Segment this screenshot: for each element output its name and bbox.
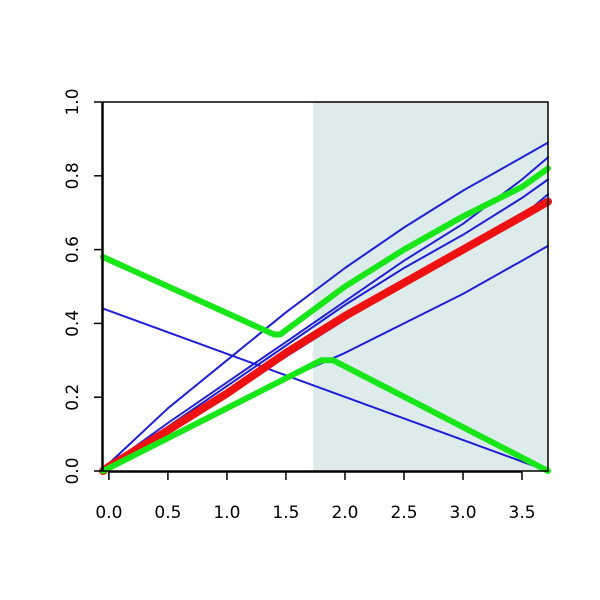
series-line-6	[102, 307, 549, 472]
y-tick-label: 0.8	[63, 162, 83, 189]
series-line-9	[100, 357, 551, 474]
y-tick-label: 1.0	[63, 88, 83, 115]
x-axis: 0.0 0.5 1.0 1.5 2.0 2.5 3.0 3.5	[95, 471, 536, 523]
x-tick-label: 0.0	[95, 503, 122, 523]
plot-frame	[102, 101, 549, 472]
x-tick-label: 1.5	[272, 503, 299, 523]
x-tick-label: 1.0	[213, 503, 240, 523]
x-tick-label: 0.5	[154, 503, 181, 523]
x-tick-label: 2.0	[331, 503, 358, 523]
series-line-7	[99, 197, 552, 475]
y-tick-label: 0.4	[63, 310, 83, 337]
x-tick-label: 3.5	[509, 503, 536, 523]
x-tick-label: 2.5	[390, 503, 417, 523]
y-axis: 0.0 0.2 0.4 0.6 0.8 1.0	[63, 88, 103, 485]
series-line-8	[100, 165, 551, 338]
plot-layer	[99, 101, 552, 475]
series-line-1	[102, 141, 549, 472]
y-tick-label: 0.0	[63, 457, 83, 484]
y-tick-label: 0.2	[63, 384, 83, 411]
x-tick-label: 3.0	[449, 503, 476, 523]
y-tick-label: 0.6	[63, 236, 83, 263]
